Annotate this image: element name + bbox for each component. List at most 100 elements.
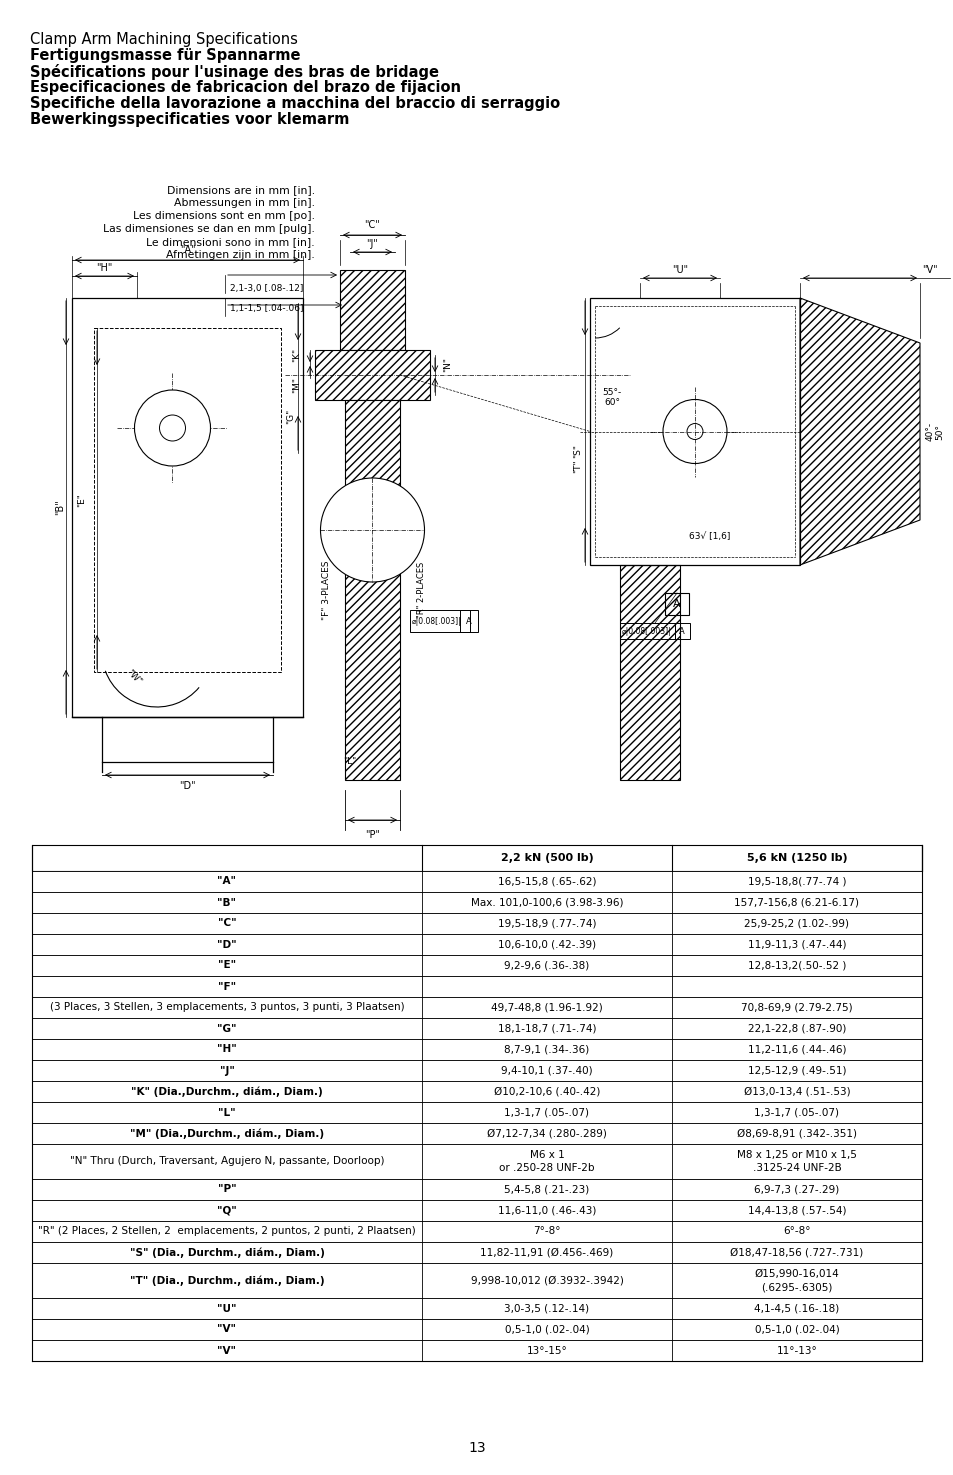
Text: 10,6-10,0 (.42-.39): 10,6-10,0 (.42-.39) [497, 940, 596, 950]
Bar [32, 1242, 921, 1263]
Bar [32, 1061, 921, 1081]
Text: "N": "N" [443, 357, 452, 373]
Circle shape [662, 400, 726, 463]
Text: "P": "P" [365, 830, 379, 839]
Text: 19,5-18,8(.77-.74 ): 19,5-18,8(.77-.74 ) [747, 876, 845, 886]
Bar [32, 913, 921, 934]
Text: Ø15,990-16,014
(.6295-.6305): Ø15,990-16,014 (.6295-.6305) [754, 1268, 839, 1292]
Bar [32, 1102, 921, 1122]
Text: Abmessungen in mm [in].: Abmessungen in mm [in]. [173, 198, 314, 208]
Text: M8 x 1,25 or M10 x 1,5
.3125-24 UNF-2B: M8 x 1,25 or M10 x 1,5 .3125-24 UNF-2B [737, 1150, 856, 1173]
Text: 18,1-18,7 (.71-.74): 18,1-18,7 (.71-.74) [497, 1024, 596, 1034]
Text: Max. 101,0-100,6 (3.98-3.96): Max. 101,0-100,6 (3.98-3.96) [470, 897, 622, 907]
Text: 22,1-22,8 (.87-.90): 22,1-22,8 (.87-.90) [747, 1024, 845, 1034]
Text: ⌀|0.08[.003]|: ⌀|0.08[.003]| [621, 627, 671, 636]
Bar [32, 934, 921, 954]
Bar [32, 1179, 921, 1201]
Text: 14,4-13,8 (.57-.54): 14,4-13,8 (.57-.54) [747, 1205, 845, 1215]
Text: (3 Places, 3 Stellen, 3 emplacements, 3 puntos, 3 punti, 3 Plaatsen): (3 Places, 3 Stellen, 3 emplacements, 3 … [50, 1003, 404, 1012]
Bar [664, 593, 688, 615]
Text: 1,3-1,7 (.05-.07): 1,3-1,7 (.05-.07) [504, 1108, 589, 1118]
Bar [32, 1201, 921, 1221]
Text: 1,3-1,7 (.05-.07): 1,3-1,7 (.05-.07) [754, 1108, 839, 1118]
Text: A: A [679, 627, 684, 636]
Text: "G": "G" [217, 1024, 236, 1034]
Polygon shape [619, 565, 679, 780]
Text: 2,1-3,0 [.08-.12]: 2,1-3,0 [.08-.12] [230, 283, 303, 292]
Text: A: A [673, 599, 680, 609]
Text: 6°-8°: 6°-8° [782, 1227, 810, 1236]
Text: "U": "U" [217, 1304, 236, 1314]
Text: "V": "V" [922, 266, 937, 274]
Text: Spécifications pour l'usinage des bras de bridage: Spécifications pour l'usinage des bras d… [30, 63, 438, 80]
Bar [32, 1122, 921, 1145]
Text: "T" (Dia., Durchm., diám., Diam.): "T" (Dia., Durchm., diám., Diam.) [130, 1276, 324, 1286]
Text: 55°-
60°: 55°- 60° [601, 388, 621, 407]
Text: "Q": "Q" [217, 1205, 236, 1215]
Text: 3,0-3,5 (.12-.14): 3,0-3,5 (.12-.14) [504, 1304, 589, 1314]
Text: Specifiche della lavorazione a macchina del braccio di serraggio: Specifiche della lavorazione a macchina … [30, 96, 559, 111]
Text: "R" 2-PLACES: "R" 2-PLACES [417, 562, 426, 618]
Text: "J": "J" [219, 1065, 234, 1075]
Text: 5,4-5,8 (.21-.23): 5,4-5,8 (.21-.23) [504, 1184, 589, 1195]
Text: "L": "L" [343, 758, 356, 767]
Text: "A": "A" [179, 245, 195, 255]
Text: "B": "B" [217, 897, 236, 907]
Text: "K": "K" [293, 348, 301, 361]
Text: "A": "A" [217, 876, 236, 886]
Bar [32, 1081, 921, 1102]
Bar [32, 997, 921, 1018]
Bar [32, 976, 921, 997]
Text: Fertigungsmasse für Spannarme: Fertigungsmasse für Spannarme [30, 49, 300, 63]
Text: "T": "T" [573, 460, 582, 473]
Text: "C": "C" [217, 919, 236, 928]
Bar [32, 1319, 921, 1339]
Text: 1,1-1,5 [.04-.06]: 1,1-1,5 [.04-.06] [230, 304, 303, 313]
Text: "P": "P" [217, 1184, 236, 1195]
Text: "M": "M" [293, 378, 301, 392]
Bar [32, 1339, 921, 1361]
Text: 11,6-11,0 (.46-.43): 11,6-11,0 (.46-.43) [497, 1205, 596, 1215]
Text: Ø7,12-7,34 (.280-.289): Ø7,12-7,34 (.280-.289) [487, 1128, 606, 1139]
Text: "E": "E" [77, 493, 87, 507]
Bar [32, 845, 921, 872]
Text: 12,5-12,9 (.49-.51): 12,5-12,9 (.49-.51) [747, 1065, 845, 1075]
Text: "F": "F" [217, 981, 235, 991]
Text: Le dimensioni sono in mm [in].: Le dimensioni sono in mm [in]. [146, 237, 314, 246]
Circle shape [686, 423, 702, 440]
Bar [32, 1038, 921, 1061]
Text: M6 x 1
or .250-28 UNF-2b: M6 x 1 or .250-28 UNF-2b [498, 1150, 594, 1173]
Text: 11°-13°: 11°-13° [776, 1345, 817, 1356]
Text: "M" (Dia.,Durchm., diám., Diam.): "M" (Dia.,Durchm., diám., Diam.) [130, 1128, 324, 1139]
Text: Las dimensiones se dan en mm [pulg].: Las dimensiones se dan en mm [pulg]. [103, 224, 314, 235]
Text: "K" (Dia.,Durchm., diám., Diam.): "K" (Dia.,Durchm., diám., Diam.) [131, 1086, 322, 1097]
Text: "R" (2 Places, 2 Stellen, 2  emplacements, 2 puntos, 2 punti, 2 Plaatsen): "R" (2 Places, 2 Stellen, 2 emplacements… [38, 1227, 416, 1236]
Text: 19,5-18,9 (.77-.74): 19,5-18,9 (.77-.74) [497, 919, 596, 928]
Bar [32, 1221, 921, 1242]
Text: "D": "D" [217, 940, 236, 950]
Bar [32, 1263, 921, 1298]
Text: "L": "L" [218, 1108, 235, 1118]
Text: "V": "V" [217, 1345, 236, 1356]
Text: "J": "J" [366, 239, 378, 249]
Text: 11,9-11,3 (.47-.44): 11,9-11,3 (.47-.44) [747, 940, 845, 950]
Text: Especificaciones de fabricacion del brazo de fijacion: Especificaciones de fabricacion del braz… [30, 80, 460, 94]
Text: 6,9-7,3 (.27-.29): 6,9-7,3 (.27-.29) [754, 1184, 839, 1195]
Text: "E": "E" [217, 960, 235, 971]
Bar [675, 622, 689, 639]
Text: 13°-15°: 13°-15° [526, 1345, 567, 1356]
Bar [32, 1145, 921, 1179]
Bar [410, 611, 470, 631]
Text: Ø10,2-10,6 (.40-.42): Ø10,2-10,6 (.40-.42) [494, 1087, 599, 1096]
Text: Ø13,0-13,4 (.51-.53): Ø13,0-13,4 (.51-.53) [743, 1087, 849, 1096]
Text: 7°-8°: 7°-8° [533, 1227, 560, 1236]
Text: 9,2-9,6 (.36-.38): 9,2-9,6 (.36-.38) [504, 960, 589, 971]
Bar [32, 1298, 921, 1319]
Text: 157,7-156,8 (6.21-6.17): 157,7-156,8 (6.21-6.17) [734, 897, 859, 907]
Text: "C": "C" [364, 220, 380, 230]
Text: 13: 13 [468, 1441, 485, 1454]
Text: 9,998-10,012 (Ø.3932-.3942): 9,998-10,012 (Ø.3932-.3942) [470, 1276, 622, 1286]
Text: "V": "V" [217, 1325, 236, 1335]
Text: "S": "S" [573, 444, 582, 459]
Text: 40°-
50°: 40°- 50° [924, 422, 943, 441]
